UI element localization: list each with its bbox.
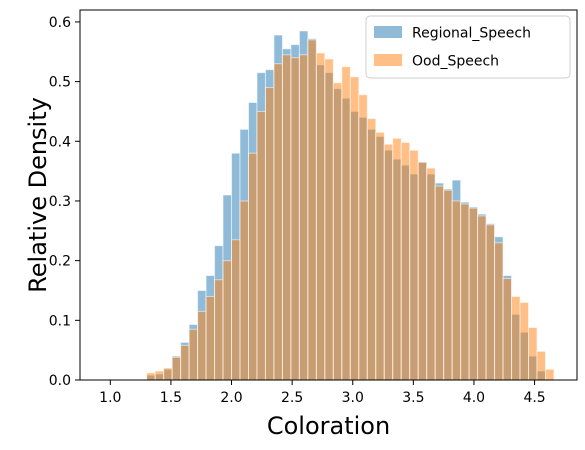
- x-tick-label: 1.0: [99, 390, 121, 406]
- bar-ood-speech-40: [485, 224, 496, 381]
- bar-ood-speech-14: [264, 87, 275, 381]
- bar-ood-speech-39: [477, 215, 487, 381]
- bar-ood-speech-42: [502, 278, 513, 381]
- bar-ood-speech-28: [383, 143, 394, 381]
- bar-ood-speech-9: [222, 260, 233, 381]
- bar-ood-speech-35: [443, 189, 453, 381]
- bar-ood-speech-2: [163, 367, 173, 381]
- bar-ood-speech-21: [324, 58, 334, 381]
- x-tick-label: 4.0: [463, 390, 485, 406]
- axes-frame: [79, 9, 578, 381]
- bar-ood-speech-46: [536, 350, 546, 381]
- legend-swatch-ood-speech: [374, 54, 402, 66]
- bar-ood-speech-17: [290, 57, 300, 381]
- bar-ood-speech-37: [460, 203, 470, 381]
- bar-ood-speech-1: [154, 370, 165, 381]
- bar-ood-speech-18: [298, 54, 309, 381]
- bar-ood-speech-10: [231, 239, 241, 381]
- x-tick-label: 1.5: [160, 390, 182, 406]
- bar-ood-speech-23: [341, 66, 351, 381]
- y-tick-label: 0.3: [49, 194, 71, 210]
- bar-ood-speech-4: [180, 344, 190, 381]
- x-axis-ticks: 1.0 1.5 2.0 2.5 3.0 3.5 4.0 4.5: [99, 380, 546, 406]
- bar-ood-speech-16: [281, 54, 292, 381]
- bar-ood-speech-25: [358, 94, 368, 381]
- x-axis-label: Coloration: [267, 412, 390, 440]
- bar-ood-speech-22: [332, 82, 343, 381]
- legend: Regional_Speech Ood_Speech: [365, 15, 571, 79]
- bar-ood-speech-0: [146, 372, 156, 381]
- y-tick-label: 0.0: [49, 373, 71, 389]
- y-tick-label: 0.2: [49, 254, 71, 270]
- bar-ood-speech-27: [375, 131, 385, 381]
- x-tick-label: 3.5: [402, 390, 424, 406]
- y-tick-label: 0.1: [49, 313, 71, 329]
- bar-ood-speech-44: [519, 301, 530, 381]
- legend-swatch-regional-speech: [374, 26, 402, 38]
- bar-ood-speech-26: [366, 118, 377, 381]
- y-tick-label: 0.4: [49, 134, 71, 150]
- bar-ood-speech-33: [426, 167, 436, 381]
- x-tick-label: 3.0: [342, 390, 364, 406]
- bar-ood-speech-34: [434, 185, 445, 381]
- bar-ood-speech-32: [417, 161, 428, 381]
- y-axis-label: Relative Density: [24, 97, 52, 293]
- bar-ood-speech-45: [528, 326, 538, 381]
- bar-ood-speech-5: [188, 328, 199, 381]
- bar-ood-speech-12: [248, 152, 258, 381]
- bar-ood-speech-24: [349, 76, 360, 381]
- bar-ood-speech-6: [197, 310, 207, 381]
- x-tick-label: 4.5: [523, 390, 545, 406]
- legend-label-ood-speech: Ood_Speech: [412, 54, 499, 70]
- bar-ood-speech-15: [273, 63, 283, 381]
- bar-ood-speech-30: [400, 141, 411, 381]
- legend-box: [365, 15, 571, 79]
- bar-ood-speech-38: [468, 207, 479, 381]
- bar-ood-speech-43: [511, 295, 521, 381]
- x-tick-label: 2.0: [220, 390, 242, 406]
- y-axis-ticks: 0.0 0.1 0.2 0.3 0.4 0.5 0.6: [49, 15, 80, 389]
- legend-label-regional-speech: Regional_Speech: [412, 26, 531, 42]
- bar-ood-speech-36: [451, 200, 462, 381]
- x-tick-label: 2.5: [281, 390, 303, 406]
- bar-ood-speech-3: [171, 356, 182, 381]
- bar-ood-speech-31: [409, 149, 419, 381]
- bar-ood-speech-47: [544, 368, 555, 381]
- bar-ood-speech-41: [494, 242, 504, 381]
- y-tick-label: 0.6: [49, 15, 71, 31]
- bar-ood-speech-20: [315, 52, 326, 381]
- bar-ood-speech-13: [256, 110, 266, 381]
- y-tick-label: 0.5: [49, 75, 71, 91]
- bar-ood-speech-19: [307, 39, 317, 381]
- bar-ood-speech-7: [205, 295, 216, 381]
- bar-ood-speech-29: [392, 137, 402, 381]
- bar-ood-speech-11: [239, 200, 249, 381]
- bar-ood-speech-8: [214, 279, 224, 381]
